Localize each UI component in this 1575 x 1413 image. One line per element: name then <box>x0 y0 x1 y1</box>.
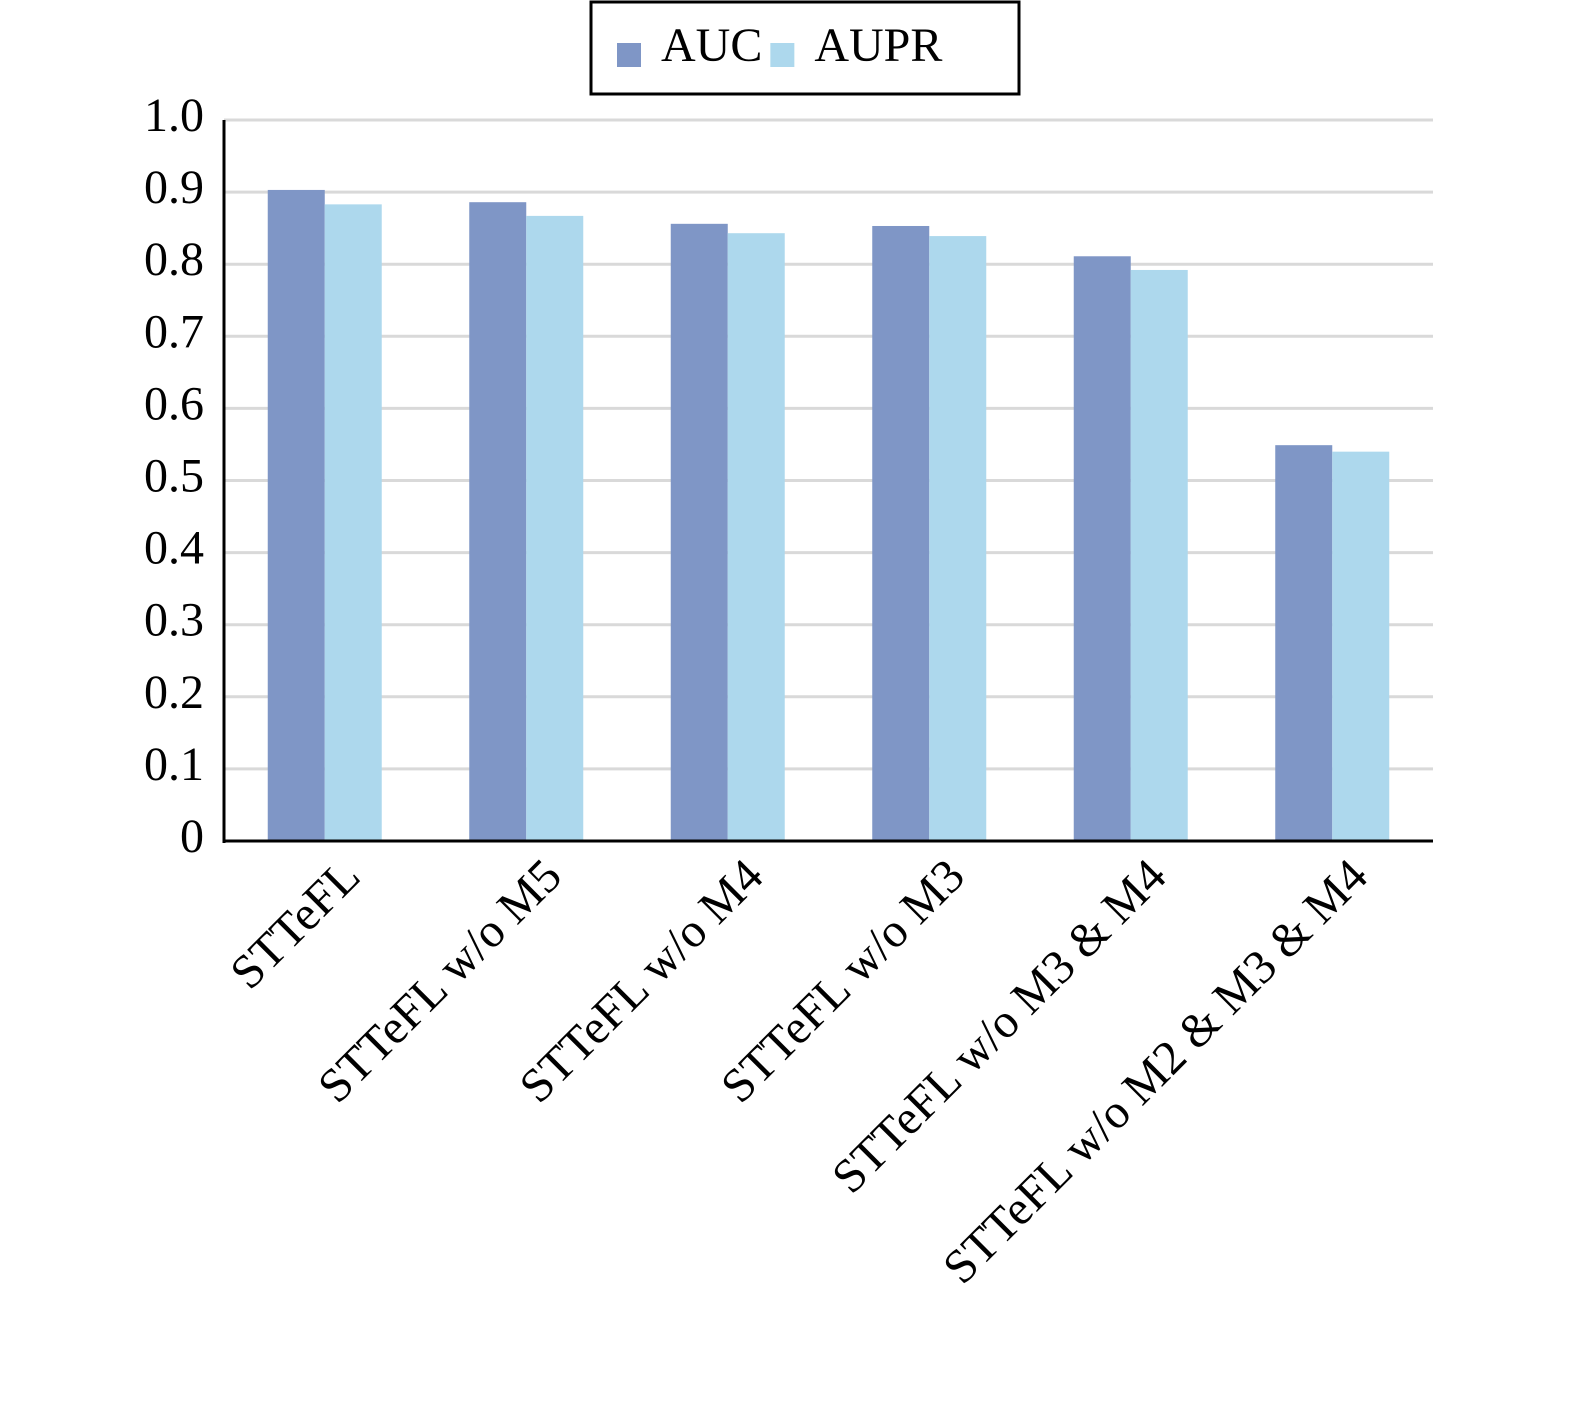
bar <box>1275 445 1333 841</box>
bar <box>267 189 325 841</box>
x-tick-label: STTeFL w/o M3 & M4 <box>822 849 1176 1203</box>
bar <box>1073 256 1131 841</box>
legend-swatch <box>617 43 641 67</box>
bar <box>526 215 584 841</box>
y-tick-label: 1.0 <box>144 89 204 142</box>
legend-label: AUC <box>661 19 762 72</box>
x-tick-label: STTeFL <box>220 849 370 999</box>
y-tick-label: 0.6 <box>144 377 204 430</box>
x-tick-label: STTeFL w/o M2 & M3 & M4 <box>933 849 1378 1294</box>
y-tick-label: 0.3 <box>144 594 204 647</box>
y-tick-label: 0.4 <box>144 522 204 575</box>
y-tick-label: 0.8 <box>144 233 204 286</box>
bar <box>727 233 785 841</box>
bar <box>929 236 987 841</box>
bar <box>469 202 527 842</box>
bar <box>670 223 728 842</box>
bar <box>1130 269 1188 841</box>
legend-swatch <box>770 43 795 67</box>
y-tick-label: 0.7 <box>144 305 204 358</box>
legend-label: AUPR <box>814 19 942 72</box>
legend-box <box>589 0 1021 96</box>
bar <box>324 204 382 841</box>
y-tick-label: 0.9 <box>144 161 204 214</box>
bar <box>872 225 930 841</box>
bar <box>1332 451 1390 841</box>
y-tick-label: 0 <box>180 810 204 863</box>
y-tick-label: 0.1 <box>144 738 204 791</box>
y-tick-label: 0.5 <box>144 450 204 503</box>
y-tick-label: 0.2 <box>144 666 204 719</box>
